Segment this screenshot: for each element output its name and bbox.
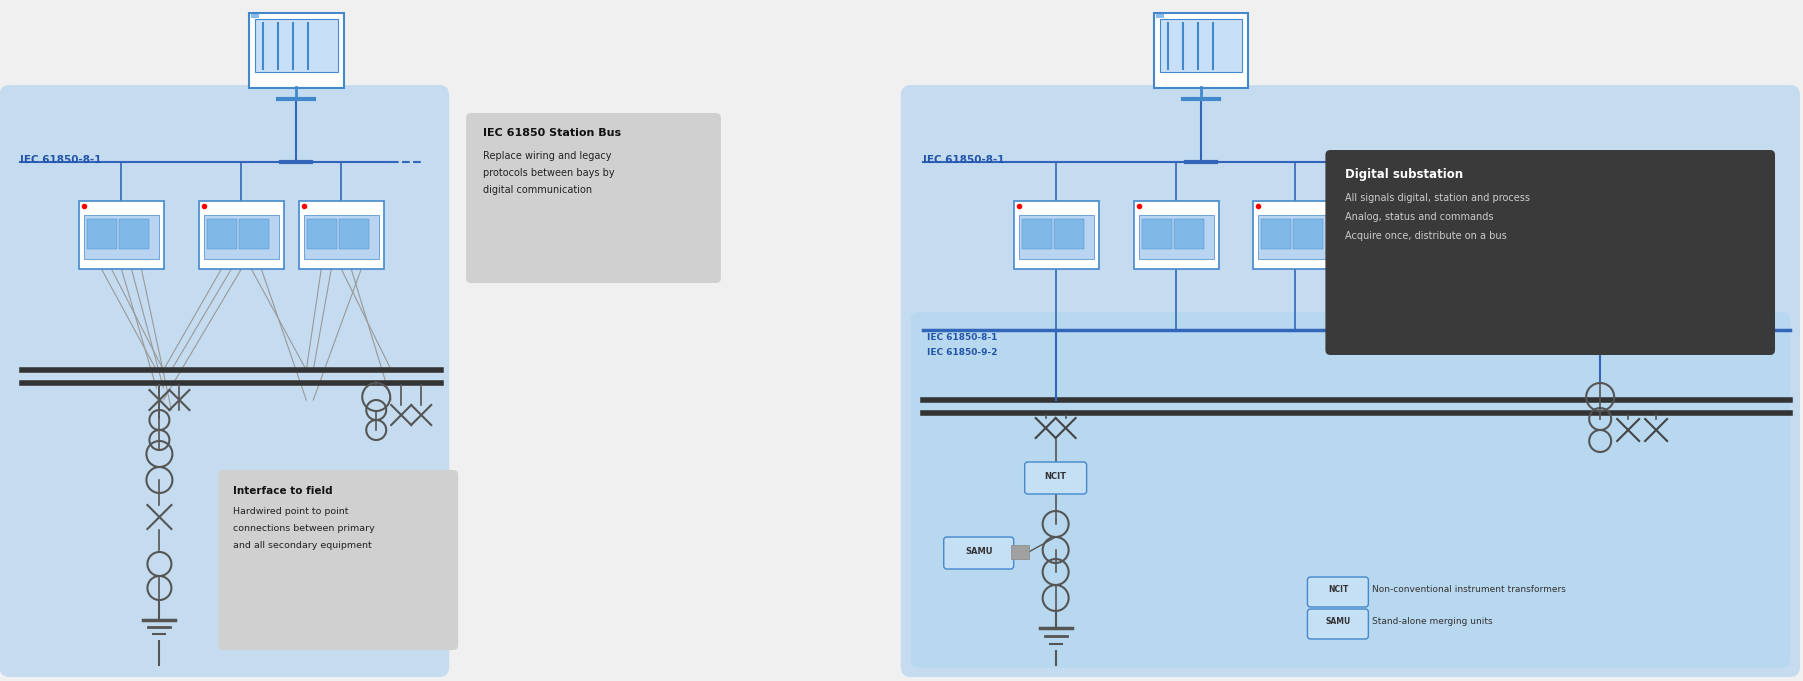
Bar bbox=[251, 14, 260, 18]
Bar bbox=[119, 219, 150, 249]
Bar bbox=[1293, 219, 1323, 249]
Bar bbox=[1154, 13, 1248, 88]
FancyBboxPatch shape bbox=[911, 312, 1790, 668]
Bar bbox=[85, 215, 159, 259]
Text: Digital substation: Digital substation bbox=[1345, 168, 1464, 181]
FancyBboxPatch shape bbox=[1307, 577, 1368, 607]
Bar bbox=[240, 219, 269, 249]
Text: NCIT: NCIT bbox=[1329, 585, 1349, 594]
Text: IEC 61850-8-1: IEC 61850-8-1 bbox=[927, 333, 997, 342]
Bar bbox=[1156, 14, 1163, 18]
Text: connections between primary: connections between primary bbox=[233, 524, 375, 533]
Text: Non-conventional instrument transformers: Non-conventional instrument transformers bbox=[1372, 585, 1567, 594]
Bar bbox=[249, 13, 344, 88]
Bar bbox=[1022, 219, 1051, 249]
Bar bbox=[88, 219, 117, 249]
Bar bbox=[1174, 219, 1204, 249]
Text: protocols between bays by: protocols between bays by bbox=[483, 168, 615, 178]
Text: Interface to field: Interface to field bbox=[233, 486, 334, 496]
Bar bbox=[299, 201, 384, 269]
Text: SAMU: SAMU bbox=[1325, 617, 1350, 626]
FancyBboxPatch shape bbox=[1325, 150, 1774, 355]
Bar bbox=[1134, 201, 1219, 269]
Bar bbox=[207, 219, 238, 249]
Text: and all secondary equipment: and all secondary equipment bbox=[233, 541, 371, 550]
Bar bbox=[305, 215, 379, 259]
Text: Analog, status and commands: Analog, status and commands bbox=[1345, 212, 1495, 222]
Bar bbox=[1011, 545, 1030, 559]
Bar bbox=[339, 219, 370, 249]
Bar bbox=[79, 201, 164, 269]
FancyBboxPatch shape bbox=[0, 85, 449, 677]
FancyBboxPatch shape bbox=[943, 537, 1013, 569]
Text: digital communication: digital communication bbox=[483, 185, 591, 195]
Bar bbox=[1141, 219, 1172, 249]
Bar bbox=[1253, 201, 1338, 269]
Bar bbox=[1019, 215, 1094, 259]
Text: All signals digital, station and process: All signals digital, station and process bbox=[1345, 193, 1531, 203]
Text: NCIT: NCIT bbox=[1044, 472, 1067, 481]
Text: Acquire once, distribute on a bus: Acquire once, distribute on a bus bbox=[1345, 231, 1507, 241]
Bar bbox=[1053, 219, 1084, 249]
Bar bbox=[1262, 219, 1291, 249]
FancyBboxPatch shape bbox=[467, 113, 721, 283]
Text: SAMU: SAMU bbox=[965, 547, 992, 556]
Text: Hardwired point to point: Hardwired point to point bbox=[233, 507, 348, 516]
Text: IEC 61850 Station Bus: IEC 61850 Station Bus bbox=[483, 128, 622, 138]
Bar bbox=[307, 219, 337, 249]
Bar bbox=[256, 19, 339, 72]
Bar bbox=[1258, 215, 1334, 259]
Bar bbox=[200, 201, 285, 269]
Bar bbox=[1013, 201, 1098, 269]
FancyBboxPatch shape bbox=[902, 85, 1799, 677]
Bar bbox=[1138, 215, 1213, 259]
FancyBboxPatch shape bbox=[1307, 609, 1368, 639]
FancyBboxPatch shape bbox=[218, 470, 458, 650]
Bar bbox=[204, 215, 279, 259]
Bar bbox=[1159, 19, 1242, 72]
Text: Stand-alone merging units: Stand-alone merging units bbox=[1372, 617, 1493, 626]
Text: IEC 61850-9-2: IEC 61850-9-2 bbox=[927, 348, 997, 357]
FancyBboxPatch shape bbox=[1024, 462, 1087, 494]
Text: Replace wiring and legacy: Replace wiring and legacy bbox=[483, 151, 611, 161]
Text: IEC 61850-8-1: IEC 61850-8-1 bbox=[20, 155, 101, 165]
Text: IEC 61850-8-1: IEC 61850-8-1 bbox=[923, 155, 1004, 165]
